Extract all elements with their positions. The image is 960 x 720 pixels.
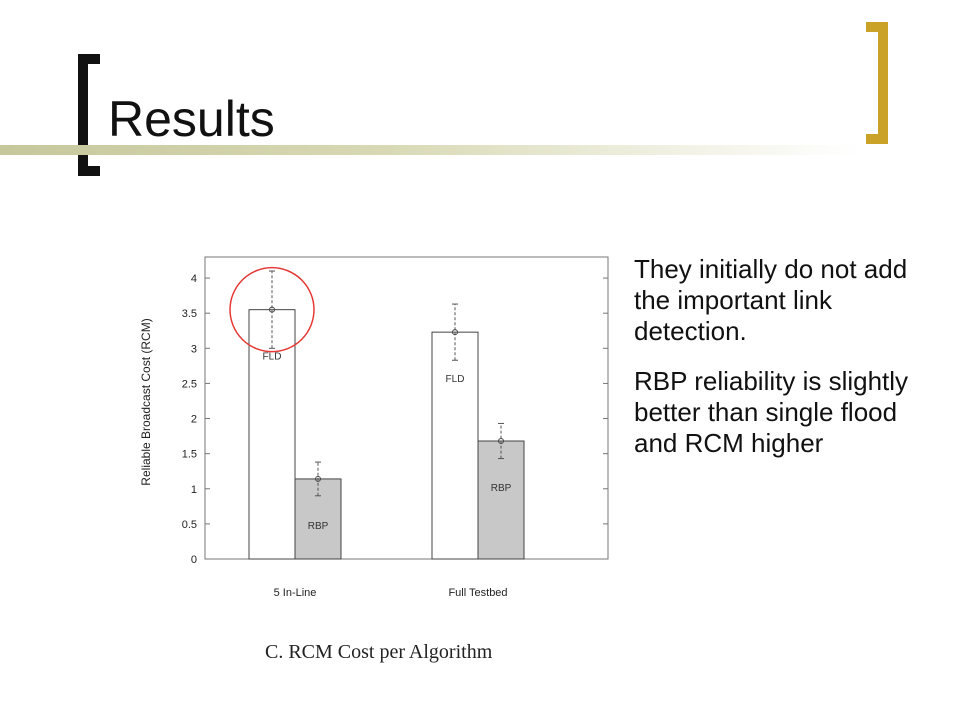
title-underline (0, 145, 860, 155)
y-tick-label: 1 (191, 484, 197, 496)
y-tick-label: 3.5 (182, 308, 197, 320)
bar-label: FLD (446, 374, 465, 385)
bullet-1: They initially do not add the important … (634, 254, 908, 347)
y-tick-label: 4 (191, 273, 197, 285)
bar (294, 478, 342, 560)
bullet-list: They initially do not add the important … (634, 254, 934, 477)
bar-label: FLD (263, 352, 282, 363)
chart-caption: C. RCM Cost per Algorithm (265, 641, 493, 663)
y-tick-label: 0.5 (182, 519, 197, 531)
chart-svg: Reliable Broadcast Cost (RCM) C. RCM Cos… (139, 256, 609, 663)
x-category-label: Full Testbed (448, 587, 507, 599)
mean-marker (452, 329, 458, 336)
title-bracket-left (78, 54, 100, 176)
mean-marker (269, 306, 275, 313)
bar (477, 440, 525, 560)
bar-chart: Reliable Broadcast Cost (RCM) C. RCM Cos… (130, 240, 620, 670)
y-tick-label: 2 (191, 414, 197, 426)
mean-marker (315, 475, 321, 482)
bar-label: RBP (491, 483, 512, 494)
plot-frame (204, 256, 609, 560)
slide-title: Results (108, 91, 275, 147)
y-axis-label: Reliable Broadcast Cost (RCM) (139, 318, 153, 485)
x-category-label: 5 In-Line (274, 587, 317, 599)
y-tick-label: 1.5 (182, 449, 197, 461)
bullet-2: RBP reliability is slightly better than … (634, 365, 909, 458)
mean-marker (498, 438, 504, 445)
bar (431, 331, 479, 560)
y-tick-label: 3 (191, 343, 197, 355)
highlight-circle (229, 266, 315, 353)
y-tick-label: 2.5 (182, 378, 197, 390)
bar-label: RBP (308, 521, 329, 532)
y-tick-label: 0 (191, 554, 197, 566)
title-bracket-right (866, 22, 888, 144)
